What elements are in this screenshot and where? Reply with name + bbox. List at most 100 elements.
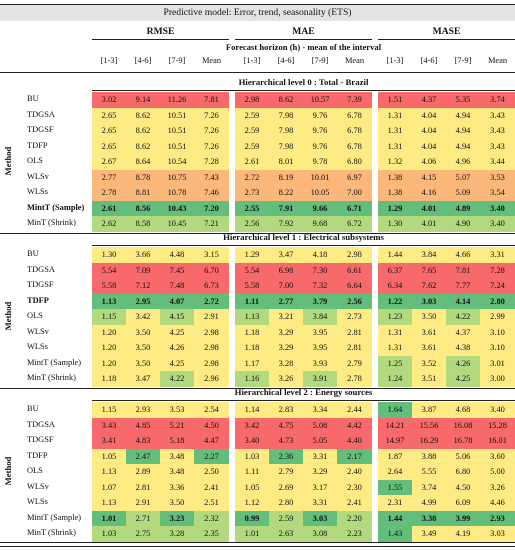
value-cell: 3.49 [412,526,446,542]
value-cell: 5.58 [235,278,269,294]
value-cell: 2.31 [378,495,412,511]
value-cell: 2.30 [337,479,372,495]
value-cell: 4.37 [412,92,446,108]
value-cell: 3.42 [126,309,160,325]
value-cell: 1.13 [92,293,126,309]
forecast-horizon-label: Forecast horizon (h) - mean of the inter… [225,42,382,52]
value-cell: 2.61 [235,154,269,170]
value-cell: 9.66 [303,200,337,216]
value-cell: 2.71 [126,510,160,526]
value-cell: 2.41 [194,479,229,495]
value-cell: 4.15 [412,169,446,185]
method-label-2-3: TDFP [27,450,48,460]
value-cell: 16.78 [446,433,480,449]
value-cell: 2.75 [126,526,160,542]
value-cell: 3.03 [303,510,337,526]
value-cell: 1.44 [378,510,412,526]
value-cell: 7.65 [412,262,446,278]
value-cell: 4.25 [446,371,480,387]
value-cell: 1.43 [378,526,412,542]
value-cell: 4.46 [480,495,515,511]
value-cell: 1.38 [378,185,412,201]
value-cell: 2.67 [92,154,126,170]
value-cell: 3.41 [92,433,126,449]
table-bottom-rule [0,542,515,547]
value-cell: 8.62 [126,123,160,139]
value-cell: 7.32 [303,278,337,294]
value-cell: 6.71 [337,200,372,216]
value-cell: 4.68 [446,402,480,418]
value-cell: 5.09 [446,185,480,201]
header-bottom-rule [0,72,515,73]
value-cell: 5.07 [446,169,480,185]
value-cell: 3.03 [412,293,446,309]
value-cell: 3.43 [480,138,515,154]
value-cell: 7.26 [194,107,229,123]
value-cell: 2.73 [337,309,372,325]
value-cell: 4.75 [269,417,303,433]
value-cell: 6.09 [446,495,480,511]
value-cell: 2.78 [337,371,372,387]
value-cell: 5.54 [235,262,269,278]
value-cell: 4.94 [446,123,480,139]
value-cell: 1.30 [378,216,412,232]
value-cell: 3.84 [303,309,337,325]
value-cell: 7.20 [194,200,229,216]
value-cell: 2.59 [235,138,269,154]
value-cell: 3.40 [480,200,515,216]
value-cell: 16.01 [480,433,515,449]
value-cell: 7.81 [446,262,480,278]
value-cell: 1.16 [235,371,269,387]
value-cell: 2.65 [92,107,126,123]
table-title: Predictive model: Error, trend, seasonal… [163,7,352,18]
level-title-2: Hierarchical level 2 : Energy sources [234,387,373,397]
method-label-1-6: WLSs [27,342,48,351]
value-cell: 10.51 [160,123,194,139]
value-cell: 3.17 [303,479,337,495]
value-cell: 1.13 [92,464,126,480]
value-cell: 4.04 [412,123,446,139]
rule-mae [235,39,372,40]
method-label-0-7: MintT (Sample) [27,202,85,212]
metric-header-rmse: RMSE [146,26,175,37]
value-cell: 2.23 [337,526,372,542]
value-cell: 2.64 [378,464,412,480]
value-cell: 5.55 [412,464,446,480]
metric-header-mase: MASE [432,26,461,37]
value-cell: 7.81 [194,92,229,108]
value-cell: 2.32 [194,510,229,526]
value-cell: 1.20 [92,324,126,340]
value-cell: 3.10 [480,340,515,356]
value-cell: 7.48 [160,278,194,294]
value-cell: 4.26 [160,340,194,356]
value-cell: 4.48 [160,247,194,263]
method-label-2-2: TDGSF [27,435,54,444]
value-cell: 1.18 [235,324,269,340]
value-cell: 11.26 [160,92,194,108]
method-label-1-8: MinT (Shrink) [27,373,76,382]
value-cell: 7.28 [480,262,515,278]
value-cell: 7.46 [194,185,229,201]
value-cell: 2.98 [337,247,372,263]
column-label-mase-0: [1-3] [386,56,404,65]
value-cell: 3.51 [412,371,446,387]
column-label-mae-2: [7-9] [311,56,329,65]
level-bottom-rule-0 [0,232,515,234]
column-label-rmse-2: [7-9] [168,56,186,65]
value-cell: 2.83 [269,402,303,418]
value-cell: 1.29 [235,247,269,263]
value-cell: 7.00 [337,185,372,201]
value-cell: 6.61 [337,262,372,278]
value-cell: 14.21 [378,417,412,433]
value-cell: 7.21 [194,216,229,232]
value-cell: 2.44 [337,402,372,418]
value-cell: 4.42 [337,417,372,433]
value-cell: 1.15 [92,402,126,418]
value-cell: 1.05 [92,448,126,464]
value-cell: 1.44 [378,247,412,263]
value-cell: 8.81 [126,185,160,201]
value-cell: 15.56 [412,417,446,433]
value-cell: 3.50 [160,495,194,511]
value-cell: 3.43 [480,107,515,123]
